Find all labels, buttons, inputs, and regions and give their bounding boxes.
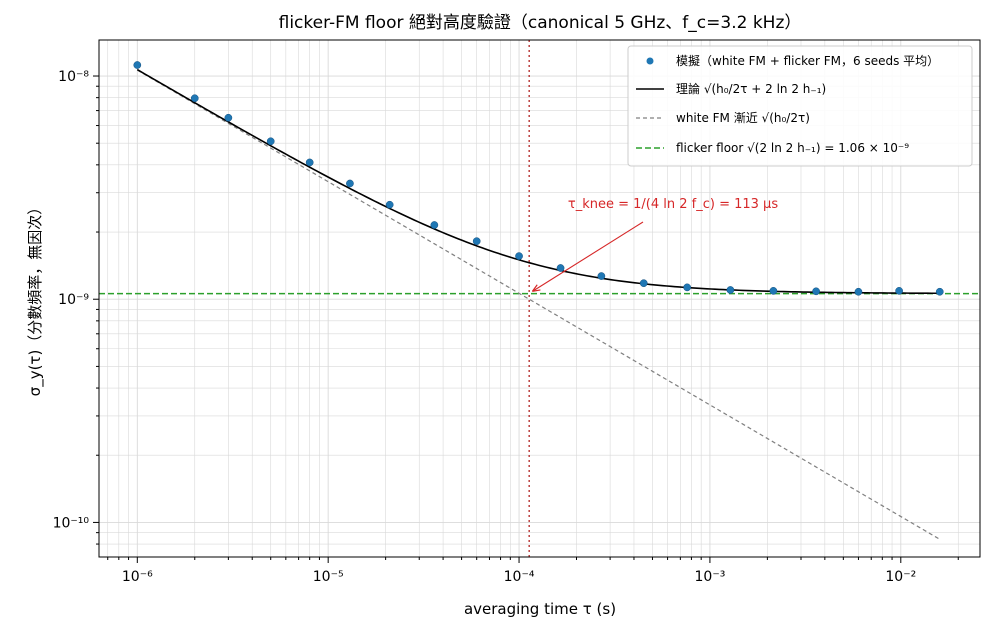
x-axis-label: averaging time τ (s) bbox=[464, 600, 616, 618]
grid bbox=[99, 40, 980, 557]
axes: 10⁻⁶ 10⁻⁵ 10⁻⁴ 10⁻³ 10⁻² 10⁻¹⁰ 10⁻⁹ 10⁻⁸ bbox=[53, 69, 959, 585]
data-point bbox=[639, 279, 648, 288]
y-tick-label: 10⁻¹⁰ bbox=[53, 515, 90, 531]
white-fm-asymptote-line bbox=[136, 69, 941, 540]
knee-label: τ_knee = 1/(4 ln 2 f_c) = 113 μs bbox=[568, 197, 778, 212]
legend-frame bbox=[627, 45, 973, 167]
plot-area bbox=[99, 40, 980, 557]
data-point bbox=[895, 287, 903, 295]
x-tick-label: 10⁻² bbox=[885, 569, 916, 585]
legend: 模擬（white FM + flicker FM，6 seeds 平均） 理論 … bbox=[627, 45, 973, 167]
data-point bbox=[190, 94, 199, 103]
legend-label-measured: 模擬（white FM + flicker FM，6 seeds 平均） bbox=[676, 53, 939, 68]
data-point bbox=[854, 287, 863, 296]
data-point bbox=[769, 287, 778, 295]
data-point bbox=[597, 272, 606, 280]
knee-annotation: τ_knee = 1/(4 ln 2 f_c) = 113 μs bbox=[533, 197, 778, 291]
theory-curve bbox=[136, 68, 940, 295]
plot-frame bbox=[98, 39, 981, 558]
data-point bbox=[683, 283, 692, 292]
y-tick-label: 10⁻⁸ bbox=[58, 69, 89, 85]
legend-marker-measured bbox=[646, 57, 654, 65]
knee-arrow bbox=[533, 221, 644, 291]
data-point bbox=[726, 286, 735, 294]
data-point bbox=[812, 287, 820, 296]
data-point bbox=[224, 113, 233, 122]
y-axis-label: σ_y(τ)（分數頻率，無因次） bbox=[26, 200, 45, 397]
data-point bbox=[346, 179, 354, 188]
legend-label-white-fm: white FM 漸近 √(h₀/2τ) bbox=[676, 111, 810, 125]
data-point bbox=[305, 158, 314, 167]
chart-title: flicker-FM floor 絕對高度驗證（canonical 5 GHz、… bbox=[279, 13, 802, 33]
y-tick-label: 10⁻⁹ bbox=[58, 292, 89, 308]
data-point bbox=[133, 61, 142, 69]
legend-label-theory: 理論 √(h₀/2τ + 2 ln 2 h₋₁) bbox=[676, 81, 826, 96]
x-tick-label: 10⁻⁶ bbox=[122, 569, 153, 585]
x-tick-label: 10⁻³ bbox=[695, 569, 726, 585]
data-point bbox=[430, 221, 439, 229]
data-point bbox=[556, 264, 565, 272]
data-point bbox=[266, 137, 275, 146]
x-tick-label: 10⁻⁵ bbox=[313, 569, 344, 585]
x-tick-label: 10⁻⁴ bbox=[504, 569, 535, 585]
data-point bbox=[385, 200, 394, 209]
legend-label-flicker-floor: flicker floor √(2 ln 2 h₋₁) = 1.06 × 10⁻… bbox=[676, 141, 909, 155]
data-point bbox=[935, 287, 944, 296]
data-point bbox=[515, 252, 523, 260]
data-point bbox=[472, 237, 481, 246]
